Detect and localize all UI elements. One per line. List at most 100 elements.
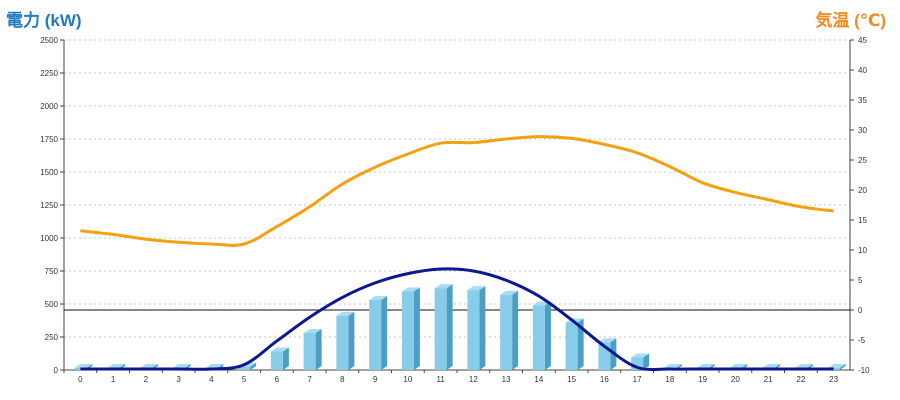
- bar-side: [577, 318, 584, 370]
- bar-top: [74, 364, 93, 368]
- power-line: [80, 267, 834, 371]
- bar-front: [500, 294, 513, 370]
- x-tick-label: 21: [764, 375, 773, 384]
- left-tick-label: 2000: [40, 102, 58, 111]
- right-tick-label: 5: [858, 276, 863, 285]
- x-tick-label: 18: [665, 375, 674, 384]
- left-tick-label: 1500: [40, 168, 58, 177]
- left-tick-label: 0: [54, 366, 59, 375]
- x-tick-label: 0: [78, 375, 83, 384]
- x-tick-label: 17: [633, 375, 642, 384]
- bar-top: [500, 290, 519, 295]
- right-tick-label: 30: [858, 126, 867, 135]
- right-axis-title: 気温 (℃): [815, 11, 886, 30]
- bar-top: [270, 347, 289, 352]
- bar-front: [401, 291, 414, 370]
- bar: [500, 290, 519, 370]
- left-tick-label: 2500: [40, 36, 58, 45]
- left-tick-label: 500: [45, 300, 59, 309]
- right-tick-label: 35: [858, 96, 867, 105]
- x-tick-label: 3: [176, 375, 181, 384]
- bar-top: [107, 364, 126, 368]
- left-tick-label: 1750: [40, 135, 58, 144]
- x-tick-label: 23: [829, 375, 838, 384]
- x-tick-label: 4: [209, 375, 214, 384]
- right-tick-label: -10: [858, 366, 870, 375]
- x-tick-label: 15: [567, 375, 576, 384]
- right-tick-label: 15: [858, 216, 867, 225]
- bar-side: [250, 362, 257, 370]
- bar: [467, 286, 486, 370]
- gridlines: [64, 39, 850, 338]
- bar: [434, 284, 453, 370]
- x-tick-label: 11: [436, 375, 445, 384]
- right-tick-label: 45: [858, 36, 867, 45]
- x-tick-label: 8: [340, 375, 345, 384]
- bar-front: [565, 322, 578, 370]
- bar-top: [172, 364, 191, 368]
- bar: [631, 353, 650, 370]
- bar-side: [643, 353, 650, 370]
- bar-side: [544, 301, 551, 370]
- bar-top: [794, 364, 813, 368]
- bar-top: [401, 287, 420, 292]
- left-tick-label: 750: [45, 267, 59, 276]
- right-tick-label: -5: [858, 336, 866, 345]
- bar-side: [479, 286, 486, 370]
- tick-labels: 02505007501000125015001750200022502500-1…: [40, 36, 870, 384]
- x-tick-label: 12: [469, 375, 478, 384]
- bar-side: [446, 284, 453, 370]
- left-tick-label: 1000: [40, 234, 58, 243]
- bar: [336, 311, 355, 370]
- right-tick-label: 20: [858, 186, 867, 195]
- bar: [303, 329, 322, 370]
- x-tick-label: 5: [242, 375, 247, 384]
- bar-front: [336, 315, 349, 370]
- left-tick-label: 250: [45, 333, 59, 342]
- right-tick-label: 40: [858, 66, 867, 75]
- bar-front: [238, 366, 251, 370]
- x-tick-label: 13: [502, 375, 511, 384]
- power-bars: [74, 284, 846, 370]
- x-tick-label: 7: [307, 375, 312, 384]
- bar-front: [369, 300, 382, 370]
- bar-top: [139, 364, 158, 368]
- x-tick-label: 10: [403, 375, 412, 384]
- right-tick-label: 10: [858, 246, 867, 255]
- x-tick-label: 20: [731, 375, 740, 384]
- bar-side: [839, 364, 846, 370]
- bar-top: [205, 364, 224, 368]
- x-tick-label: 6: [275, 375, 280, 384]
- bar-front: [467, 290, 480, 370]
- series-lines: [80, 135, 834, 371]
- bar-front: [270, 351, 283, 370]
- bar-front: [303, 333, 316, 370]
- bar-front: [434, 288, 447, 370]
- axes: [60, 39, 854, 373]
- bar-top: [434, 284, 453, 289]
- bar-side: [512, 290, 519, 370]
- x-tick-label: 9: [373, 375, 378, 384]
- bar: [369, 296, 388, 370]
- bar-top: [631, 353, 650, 358]
- bar-top: [369, 296, 388, 301]
- x-tick-label: 2: [144, 375, 149, 384]
- left-tick-label: 2250: [40, 69, 58, 78]
- x-tick-label: 14: [534, 375, 543, 384]
- bar: [270, 347, 289, 370]
- bar-top: [696, 364, 715, 368]
- bar-side: [381, 296, 388, 370]
- bar-side: [413, 287, 420, 370]
- bar-front: [532, 305, 545, 370]
- right-tick-label: 0: [858, 306, 863, 315]
- right-tick-label: 25: [858, 156, 867, 165]
- bar-side: [282, 347, 289, 370]
- bar-top: [303, 329, 322, 334]
- temperature-line: [80, 135, 834, 247]
- left-tick-label: 1250: [40, 201, 58, 210]
- bar-top: [729, 364, 748, 368]
- x-tick-label: 1: [111, 375, 116, 384]
- bar-top: [336, 311, 355, 316]
- bar-top: [762, 364, 781, 368]
